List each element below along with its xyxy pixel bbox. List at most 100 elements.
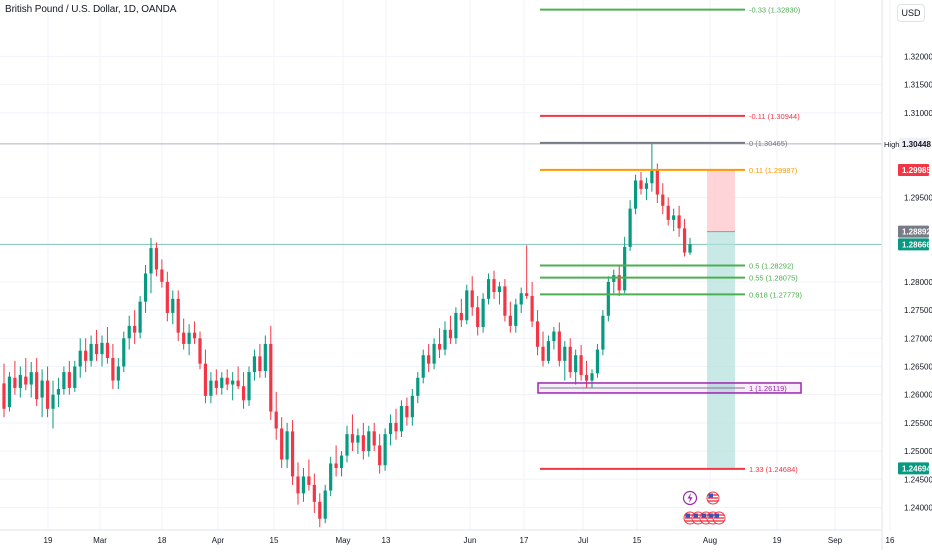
us-flag-icon[interactable] — [712, 511, 726, 525]
candle-body — [345, 434, 349, 456]
candle — [574, 349, 578, 385]
event-icons[interactable] — [682, 490, 726, 525]
candle — [56, 377, 61, 408]
candle — [18, 366, 22, 398]
candle-body — [269, 343, 273, 412]
candle-body — [388, 422, 393, 435]
candle — [546, 335, 551, 364]
candle-body — [73, 366, 77, 388]
candle-body — [133, 325, 137, 333]
fib-level--0.11[interactable]: -0.11 (1.30944) — [540, 112, 800, 121]
candle — [416, 372, 420, 404]
candle — [617, 265, 621, 297]
candle-body — [650, 169, 654, 184]
candle — [40, 369, 44, 418]
flag-canton — [693, 513, 698, 518]
candle-body — [470, 290, 474, 308]
price-tick-label: 1.31500 — [904, 81, 932, 90]
candle-body — [399, 405, 404, 432]
candle-body — [35, 372, 39, 400]
candle — [307, 459, 311, 491]
candle — [29, 361, 33, 398]
candle — [285, 422, 289, 468]
candle-body — [465, 290, 469, 321]
fib-level-1[interactable]: 1 (1.26119) — [537, 382, 802, 394]
stop-loss-zone[interactable] — [707, 169, 735, 232]
candle-body — [100, 342, 104, 355]
candle-body — [568, 346, 572, 373]
candle — [133, 310, 137, 344]
fib-level-0[interactable]: 0 (1.30465) — [540, 139, 788, 148]
candle — [557, 322, 561, 367]
candle — [209, 372, 213, 404]
candle-body — [13, 377, 17, 388]
candle-body — [372, 431, 376, 446]
lightning-icon[interactable] — [682, 490, 698, 506]
candle-body — [18, 374, 22, 388]
time-axis[interactable]: 19 Mar 18 Apr 15 May 13 Jun 17 Jul 15 Aug 19 Sep 16 — [0, 529, 895, 545]
candle — [644, 177, 649, 201]
candle — [149, 237, 153, 294]
candle — [62, 366, 66, 395]
candle-body — [617, 275, 621, 291]
candle — [481, 293, 485, 333]
candle — [280, 417, 284, 468]
candle-body — [541, 346, 545, 361]
price-tick-label: 1.27500 — [904, 306, 932, 315]
candle-body — [312, 484, 316, 502]
price-axis[interactable]: 1.32000 1.31500 1.31000 1.29500 1.28000 1.275… — [881, 0, 932, 550]
us-flag-icon[interactable] — [706, 491, 720, 505]
fib-level-1.33[interactable]: 1.33 (1.24684) — [540, 465, 798, 474]
candle-body — [361, 435, 365, 452]
candle-body — [437, 343, 442, 350]
fib-level-0.618[interactable]: 0.618 (1.27779) — [540, 290, 802, 299]
candle-body — [508, 315, 512, 326]
price-badge-high: High 1.30448 — [884, 137, 931, 150]
candle — [127, 315, 131, 350]
price-badge-box — [898, 238, 929, 251]
candle-body — [481, 298, 485, 328]
candle — [2, 363, 6, 418]
candle-body — [405, 405, 409, 418]
time-axis-label: 17 — [520, 536, 529, 545]
candle-body — [601, 315, 605, 350]
price-tick-label: 1.26000 — [904, 391, 932, 400]
flag-stripe — [708, 520, 718, 522]
candle-body — [258, 356, 262, 371]
candle-body — [383, 434, 387, 466]
candle — [198, 331, 202, 370]
fib-level-0.11[interactable]: 0.11 (1.29987) — [540, 166, 798, 175]
currency-button[interactable]: USD — [897, 4, 925, 22]
candle-body — [307, 476, 311, 485]
candle-body — [421, 355, 425, 378]
candle — [486, 273, 491, 305]
candle — [274, 391, 278, 440]
candle — [503, 279, 507, 322]
candle-body — [623, 246, 627, 291]
candle-body — [557, 331, 561, 361]
candle — [514, 298, 518, 333]
candle — [650, 143, 654, 192]
fib-level--0.33[interactable]: -0.33 (1.32830) — [540, 6, 801, 15]
time-axis-label: Mar — [93, 536, 107, 545]
candle-body — [503, 286, 507, 316]
take-profit-zone[interactable] — [707, 231, 735, 469]
candle — [182, 318, 186, 350]
fib-label: 0 (1.30465) — [749, 139, 788, 148]
fibonacci-levels[interactable]: -0.33 (1.32830) -0.11 (1.30944) 0 (1.30465… — [537, 6, 802, 474]
candle — [247, 366, 251, 406]
candle-body — [89, 343, 93, 361]
candle — [372, 422, 376, 452]
candle-body — [454, 312, 458, 339]
candle — [105, 327, 110, 364]
candle-body — [285, 431, 289, 460]
candle-body — [688, 244, 692, 253]
candle — [263, 335, 267, 378]
flag-stripe — [708, 497, 718, 499]
candle-body — [62, 372, 66, 390]
fib-level-0.5[interactable]: 0.5 (1.28292) — [540, 261, 794, 270]
fib-level-0.55[interactable]: 0.55 (1.28075) — [540, 274, 798, 283]
candle-body — [546, 341, 551, 361]
